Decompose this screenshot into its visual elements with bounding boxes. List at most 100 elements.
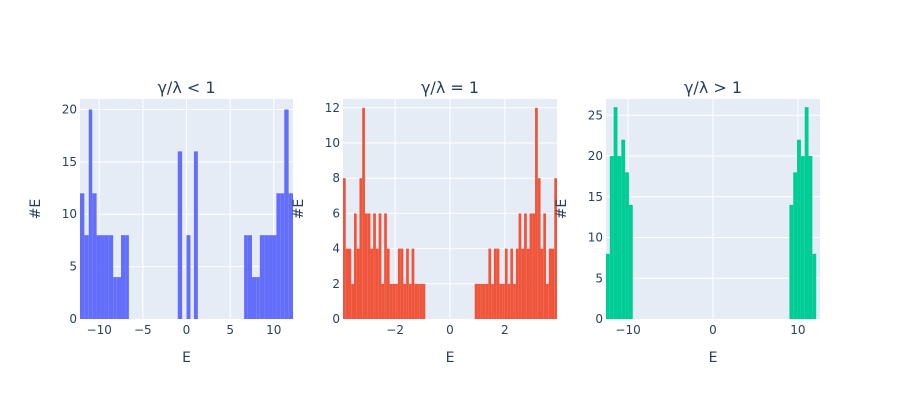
histogram-bar[interactable] bbox=[551, 248, 555, 319]
histogram-bar[interactable] bbox=[540, 248, 544, 319]
histogram-bar[interactable] bbox=[496, 248, 500, 319]
histogram-bar[interactable] bbox=[419, 283, 423, 319]
histogram-bar[interactable] bbox=[259, 235, 265, 319]
histogram-bar[interactable] bbox=[804, 107, 809, 319]
histogram-bar[interactable] bbox=[797, 139, 801, 319]
histogram-bar[interactable] bbox=[414, 283, 418, 319]
histogram-bar[interactable] bbox=[628, 204, 633, 319]
histogram-bar[interactable] bbox=[116, 277, 122, 319]
histogram-bar[interactable] bbox=[362, 107, 365, 319]
histogram-bar[interactable] bbox=[793, 172, 798, 319]
histogram-bar[interactable] bbox=[177, 151, 183, 319]
histogram-bar[interactable] bbox=[510, 248, 514, 319]
histogram-bar[interactable] bbox=[276, 193, 281, 319]
histogram-bar[interactable] bbox=[351, 283, 354, 319]
histogram-bar[interactable] bbox=[264, 235, 269, 319]
histogram-bar[interactable] bbox=[417, 283, 420, 319]
histogram-bar[interactable] bbox=[84, 235, 89, 319]
histogram-bar[interactable] bbox=[491, 283, 494, 319]
histogram-bar[interactable] bbox=[529, 213, 533, 319]
histogram-bar[interactable] bbox=[403, 283, 407, 319]
histogram-bar[interactable] bbox=[92, 193, 97, 319]
histogram-bar[interactable] bbox=[121, 235, 126, 319]
histogram-bar[interactable] bbox=[367, 213, 371, 319]
histogram-bar[interactable] bbox=[375, 248, 379, 319]
histogram-bar[interactable] bbox=[256, 277, 260, 319]
histogram-bar[interactable] bbox=[186, 235, 191, 319]
histogram-bar[interactable] bbox=[356, 248, 360, 319]
histogram-bar[interactable] bbox=[411, 248, 415, 319]
histogram-bar[interactable] bbox=[808, 156, 813, 319]
histogram-bar[interactable] bbox=[504, 248, 508, 319]
histogram-bar[interactable] bbox=[537, 178, 541, 319]
histogram-bar[interactable] bbox=[392, 283, 396, 319]
histogram-bar[interactable] bbox=[284, 109, 289, 319]
histogram-bar[interactable] bbox=[272, 235, 277, 319]
histogram-bar[interactable] bbox=[609, 156, 614, 319]
histogram-bar[interactable] bbox=[386, 248, 390, 319]
histogram-bar[interactable] bbox=[625, 172, 629, 319]
histogram-bar[interactable] bbox=[251, 277, 257, 319]
histogram-bar[interactable] bbox=[535, 107, 538, 319]
histogram-bar[interactable] bbox=[488, 248, 492, 319]
histogram-bar[interactable] bbox=[268, 235, 273, 319]
histogram-bar[interactable] bbox=[288, 193, 293, 319]
histogram-bar[interactable] bbox=[348, 248, 352, 319]
histogram-bar[interactable] bbox=[364, 213, 368, 319]
histogram-bar[interactable] bbox=[477, 283, 481, 319]
histogram-bar[interactable] bbox=[499, 283, 503, 319]
histogram-bar[interactable] bbox=[621, 139, 626, 319]
histogram-bar[interactable] bbox=[789, 204, 794, 319]
histogram-bar[interactable] bbox=[244, 235, 248, 319]
histogram-bar[interactable] bbox=[474, 283, 478, 319]
histogram-bar[interactable] bbox=[543, 213, 547, 319]
histogram-bar[interactable] bbox=[515, 248, 519, 319]
histogram-bar[interactable] bbox=[554, 178, 557, 319]
histogram-bar[interactable] bbox=[353, 213, 357, 319]
histogram-bar[interactable] bbox=[521, 248, 525, 319]
histogram-bar[interactable] bbox=[548, 248, 552, 319]
histogram-bar[interactable] bbox=[485, 283, 489, 319]
histogram-bar[interactable] bbox=[400, 248, 404, 319]
histogram-bar[interactable] bbox=[526, 248, 530, 319]
histogram-bar[interactable] bbox=[384, 213, 387, 319]
histogram-bar[interactable] bbox=[408, 283, 412, 319]
histogram-bar[interactable] bbox=[113, 277, 117, 319]
histogram-bar[interactable] bbox=[373, 213, 376, 319]
histogram-bar[interactable] bbox=[88, 109, 93, 319]
histogram-bar[interactable] bbox=[108, 235, 114, 319]
histogram-bar[interactable] bbox=[482, 283, 486, 319]
histogram-bar[interactable] bbox=[343, 178, 346, 319]
histogram-bar[interactable] bbox=[378, 213, 382, 319]
histogram-bar[interactable] bbox=[613, 107, 618, 319]
histogram-bar[interactable] bbox=[104, 235, 109, 319]
histogram-bar[interactable] bbox=[80, 193, 85, 319]
histogram-bar[interactable] bbox=[480, 283, 483, 319]
histogram-bar[interactable] bbox=[507, 283, 511, 319]
histogram-bar[interactable] bbox=[395, 283, 398, 319]
histogram-bar[interactable] bbox=[800, 156, 805, 319]
histogram-bar[interactable] bbox=[493, 248, 497, 319]
histogram-bar[interactable] bbox=[546, 283, 549, 319]
histogram-bar[interactable] bbox=[381, 283, 385, 319]
histogram-bar[interactable] bbox=[422, 283, 426, 319]
histogram-bar[interactable] bbox=[345, 248, 349, 319]
histogram-bar[interactable] bbox=[606, 253, 610, 319]
histogram-bar[interactable] bbox=[502, 283, 505, 319]
histogram-bar[interactable] bbox=[359, 178, 363, 319]
histogram-bar[interactable] bbox=[406, 248, 409, 319]
histogram-bar[interactable] bbox=[370, 248, 374, 319]
histogram-bar[interactable] bbox=[518, 213, 522, 319]
histogram-bar[interactable] bbox=[125, 235, 129, 319]
histogram-bar[interactable] bbox=[812, 253, 817, 319]
histogram-bar[interactable] bbox=[617, 156, 622, 319]
histogram-bar[interactable] bbox=[96, 235, 101, 319]
histogram-bar[interactable] bbox=[193, 151, 198, 319]
histogram-bar[interactable] bbox=[247, 235, 252, 319]
histogram-bar[interactable] bbox=[280, 193, 285, 319]
histogram-bar[interactable] bbox=[397, 248, 401, 319]
histogram-bar[interactable] bbox=[100, 235, 105, 319]
histogram-bar[interactable] bbox=[532, 213, 536, 319]
histogram-bar[interactable] bbox=[389, 283, 393, 319]
histogram-bar[interactable] bbox=[524, 213, 527, 319]
